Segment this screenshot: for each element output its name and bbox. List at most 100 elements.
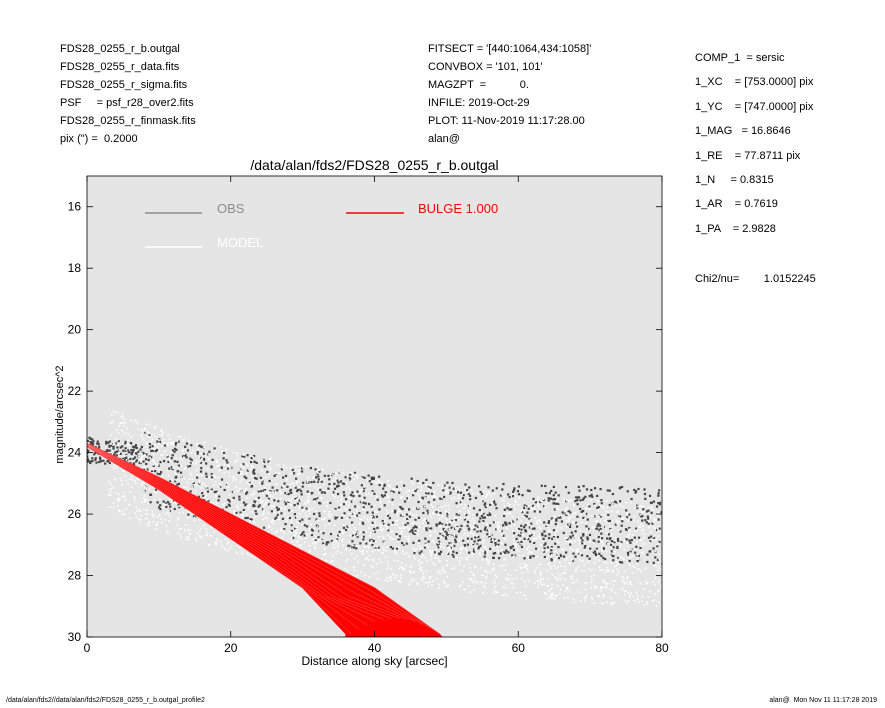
model-point: [369, 532, 372, 535]
model-point: [370, 524, 373, 527]
model-point: [214, 449, 217, 452]
model-point: [345, 487, 348, 490]
model-point: [578, 555, 580, 557]
bulge-contour: [87, 443, 424, 625]
model-point: [455, 527, 457, 530]
model-point: [292, 482, 294, 485]
model-point: [545, 592, 548, 595]
obs-point: [198, 444, 201, 447]
obs-point: [569, 536, 572, 539]
obs-point: [510, 547, 513, 550]
obs-point: [387, 514, 390, 517]
obs-point: [276, 509, 279, 512]
model-point: [473, 520, 475, 522]
model-point: [416, 492, 419, 495]
model-point: [448, 508, 451, 511]
obs-point: [550, 545, 553, 549]
model-point: [264, 516, 266, 519]
model-point: [519, 591, 522, 594]
model-point: [639, 539, 642, 542]
model-point: [110, 483, 112, 486]
model-point: [591, 578, 593, 581]
model-point: [142, 497, 145, 499]
model-point: [208, 476, 211, 479]
obs-point: [479, 517, 482, 520]
model-point: [556, 498, 559, 500]
model-point: [594, 585, 596, 588]
model-point: [539, 579, 542, 581]
model-point: [172, 465, 175, 468]
model-point: [563, 597, 566, 599]
model-point: [253, 493, 256, 495]
model-point: [268, 466, 271, 469]
obs-point: [98, 460, 101, 464]
model-point: [557, 584, 559, 587]
model-point: [307, 498, 309, 501]
model-point: [349, 488, 351, 490]
obs-point: [473, 528, 476, 531]
obs-point: [392, 490, 395, 494]
model-point: [504, 568, 507, 571]
model-point: [565, 512, 568, 515]
footer-timestamp: alan@ Mon Nov 11 11:17:28 2019: [769, 697, 877, 704]
model-point: [623, 590, 626, 593]
model-point: [542, 578, 544, 580]
obs-point: [99, 460, 103, 463]
model-point: [290, 519, 293, 521]
model-point: [568, 500, 571, 503]
model-point: [117, 444, 119, 446]
model-point: [112, 449, 114, 452]
model-point: [554, 550, 557, 553]
obs-point: [569, 535, 572, 538]
model-point: [389, 537, 392, 540]
model-point: [578, 559, 581, 561]
model-point: [421, 554, 424, 556]
obs-point: [481, 499, 484, 503]
obs-point: [89, 460, 92, 463]
obs-point: [104, 462, 107, 465]
obs-point: [626, 515, 629, 519]
obs-point: [202, 457, 206, 461]
model-point: [617, 500, 619, 503]
model-point: [425, 557, 427, 560]
model-point: [597, 500, 599, 503]
model-point: [169, 460, 171, 463]
model-point: [422, 573, 425, 575]
model-point: [181, 449, 184, 451]
model-point: [457, 505, 459, 508]
obs-point: [315, 524, 318, 527]
model-point: [551, 583, 554, 586]
obs-point: [467, 520, 470, 524]
model-point: [626, 542, 628, 544]
model-point: [447, 504, 450, 507]
model-point: [415, 523, 418, 526]
model-point: [152, 516, 155, 518]
model-point: [593, 587, 596, 589]
model-point: [469, 519, 472, 522]
model-point: [618, 529, 620, 532]
model-point: [520, 519, 522, 522]
obs-point: [581, 542, 584, 545]
model-point: [336, 550, 339, 552]
model-point: [444, 513, 447, 516]
obs-point: [313, 480, 316, 483]
model-point: [440, 506, 443, 508]
obs-point: [381, 495, 385, 498]
obs-point: [574, 530, 577, 533]
model-point: [368, 535, 371, 537]
model-point: [428, 513, 431, 515]
model-point: [390, 579, 393, 582]
obs-point: [179, 471, 183, 474]
model-point: [492, 567, 495, 569]
model-point: [600, 586, 603, 588]
obs-point: [199, 470, 203, 473]
obs-point: [222, 457, 225, 460]
model-point: [116, 438, 119, 441]
model-point: [342, 532, 344, 534]
model-point: [628, 528, 631, 531]
obs-point: [237, 471, 240, 474]
model-point: [401, 550, 404, 553]
obs-point: [446, 545, 449, 548]
model-point: [146, 513, 149, 516]
model-point: [539, 520, 541, 523]
